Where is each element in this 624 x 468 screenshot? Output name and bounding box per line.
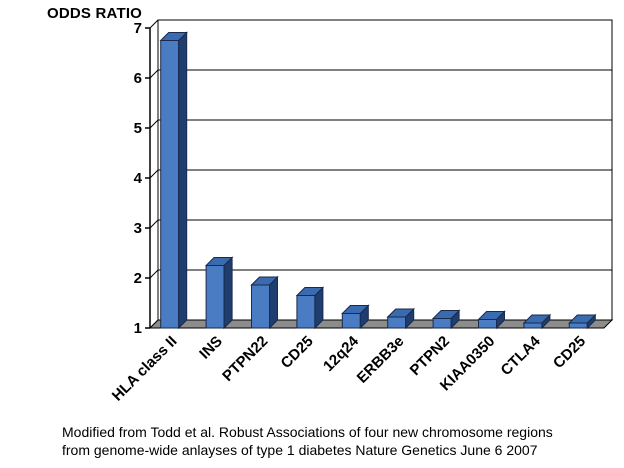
x-tick-label: INS — [196, 333, 226, 363]
bar-side — [178, 31, 188, 330]
bar-top — [568, 314, 597, 324]
caption: Modified from Todd et al. Robust Associa… — [62, 423, 622, 459]
x-tick-label: CD25 — [278, 333, 317, 372]
y-tick-label: 3 — [134, 220, 142, 237]
chart: ODDS RATIO 1 2 3 4 5 6 7 HLA class II INS PTPN22 C… — [47, 5, 614, 405]
bar — [341, 313, 361, 329]
bar — [432, 318, 452, 329]
gridline-connector — [149, 69, 159, 79]
bar — [523, 322, 543, 329]
gridline-connector — [149, 269, 159, 279]
bar-side — [269, 275, 278, 330]
y-tick-label: 1 — [134, 320, 142, 337]
caption-line-1: Modified from Todd et al. Robust Associa… — [62, 424, 553, 440]
bar — [387, 316, 407, 329]
bar-top — [341, 305, 370, 314]
bar — [568, 322, 588, 329]
bar — [160, 40, 180, 329]
x-tick-label: ERBB3e — [354, 333, 408, 387]
bar-top — [431, 310, 461, 319]
y-tick-label: 6 — [134, 70, 142, 87]
gridline-connector — [149, 19, 159, 29]
x-tick-label: CTLA4 — [498, 332, 545, 379]
bar — [478, 319, 497, 329]
x-tick-label: PTPN22 — [219, 333, 271, 385]
bar-top — [386, 308, 415, 318]
x-tick-label: 12q24 — [320, 332, 363, 375]
bar-top — [250, 276, 279, 286]
bar-top — [477, 311, 506, 320]
x-tick-label: CD25 — [550, 333, 589, 372]
gridline-connector — [149, 119, 159, 129]
bar — [205, 265, 225, 329]
y-tick-label: 5 — [134, 120, 142, 137]
bar-top — [204, 257, 234, 266]
gridline-connector — [149, 169, 159, 179]
caption-line-2: from genome-wide anlayses of type 1 diab… — [62, 442, 538, 458]
bar-top — [522, 314, 552, 324]
bar — [251, 284, 270, 329]
y-axis-label: ODDS RATIO — [47, 5, 143, 22]
y-tick-label: 2 — [134, 270, 142, 287]
bar — [296, 295, 316, 329]
bar-top — [159, 32, 188, 41]
y-tick-label: 4 — [134, 170, 143, 187]
x-tick-label: HLA class II — [109, 333, 181, 405]
gridline-connector — [149, 219, 159, 229]
bar-side — [223, 256, 233, 330]
y-tick-label: 7 — [134, 20, 142, 37]
bar-top — [295, 287, 325, 296]
